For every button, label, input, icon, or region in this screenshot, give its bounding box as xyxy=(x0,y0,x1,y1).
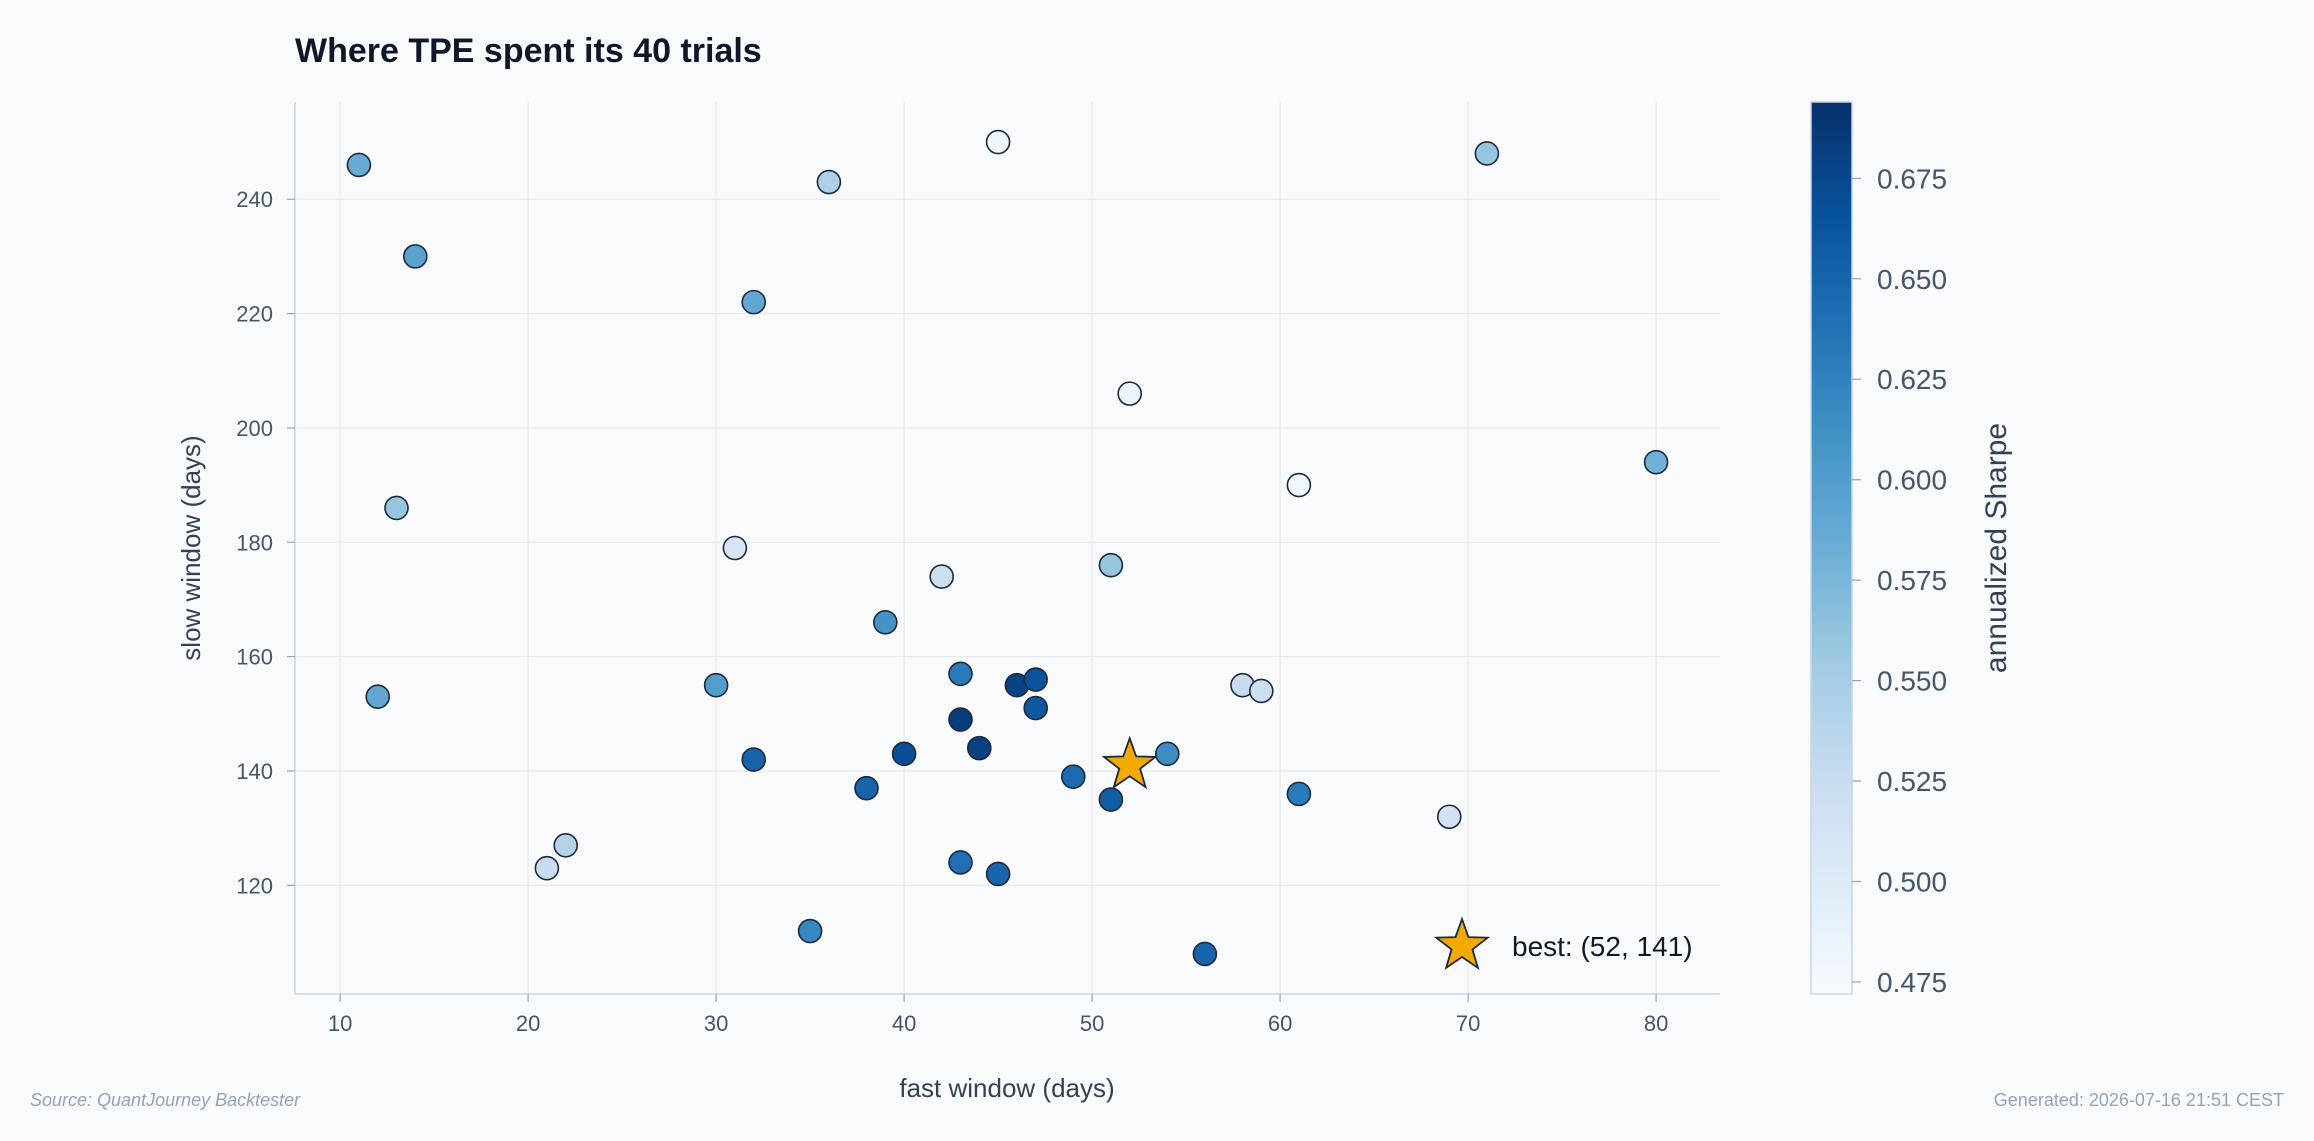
x-axis-label: fast window (days) xyxy=(899,1073,1114,1103)
data-point xyxy=(703,672,729,698)
chart-title: Where TPE spent its 40 trials xyxy=(295,32,762,70)
legend-star-icon xyxy=(1433,916,1491,971)
x-tick-label: 30 xyxy=(704,1011,728,1036)
data-point xyxy=(365,684,391,709)
colorbar-tick-label: 0.525 xyxy=(1877,766,1947,797)
data-point xyxy=(1098,787,1124,812)
y-tick-label: 160 xyxy=(236,645,273,670)
colorbar xyxy=(1810,101,1853,995)
best-star-marker xyxy=(1101,735,1158,790)
y-tick-label: 200 xyxy=(236,416,273,441)
data-point xyxy=(929,564,955,589)
x-tick-label: 50 xyxy=(1080,1011,1104,1036)
grid xyxy=(295,102,1720,994)
colorbar-ticks: 0.475 0.500 0.525 0.550 0.575 0.600 0.625 0.650… xyxy=(1852,163,1947,998)
data-point xyxy=(346,152,372,178)
data-point xyxy=(1023,695,1048,721)
colorbar-tick-label: 0.625 xyxy=(1877,364,1947,395)
y-axis-ticks: 120 140 160 180 200 220 240 xyxy=(236,187,295,898)
data-point xyxy=(1286,781,1312,807)
data-point xyxy=(1117,381,1142,406)
data-point xyxy=(1248,678,1274,704)
data-point xyxy=(1023,667,1048,692)
legend-star-shape xyxy=(1433,916,1491,971)
data-point xyxy=(1098,552,1124,578)
generated-timestamp: Generated: 2026-07-16 21:51 CEST xyxy=(1994,1090,2284,1110)
data-point xyxy=(1192,941,1218,967)
axes xyxy=(294,102,1720,995)
data-point xyxy=(741,747,767,772)
data-point xyxy=(1154,741,1180,767)
data-point xyxy=(1286,472,1312,498)
x-tick-label: 40 xyxy=(892,1011,916,1036)
colorbar-tick-label: 0.600 xyxy=(1877,465,1947,496)
y-tick-label: 120 xyxy=(236,873,273,898)
x-tick-label: 10 xyxy=(328,1011,352,1036)
data-point xyxy=(1436,804,1462,830)
colorbar-gradient xyxy=(1810,101,1853,995)
data-point xyxy=(403,244,428,269)
colorbar-label: annualized Sharpe xyxy=(1980,423,2013,673)
x-tick-label: 70 xyxy=(1456,1011,1480,1036)
colorbar-tick-label: 0.675 xyxy=(1877,163,1947,194)
data-point xyxy=(948,850,973,875)
x-tick-label: 80 xyxy=(1644,1011,1668,1036)
data-point xyxy=(948,661,973,687)
colorbar-tick-label: 0.575 xyxy=(1877,565,1947,596)
data-point xyxy=(722,535,748,561)
data-point xyxy=(985,129,1011,155)
data-point xyxy=(1060,764,1086,790)
source-note: Source: QuantJourney Backtester xyxy=(30,1090,301,1110)
x-tick-label: 60 xyxy=(1268,1011,1292,1036)
data-point xyxy=(797,918,823,944)
data-point xyxy=(1474,141,1500,166)
data-point xyxy=(816,169,842,195)
data-point xyxy=(967,735,992,761)
data-point xyxy=(1643,449,1669,475)
y-axis-label: slow window (days) xyxy=(176,435,206,660)
data-point xyxy=(985,861,1011,887)
data-point xyxy=(854,775,879,801)
legend-label: best: (52, 141) xyxy=(1512,931,1693,962)
data-point xyxy=(891,741,917,767)
data-point xyxy=(741,289,767,315)
colorbar-tick-label: 0.475 xyxy=(1877,967,1947,998)
colorbar-tick-label: 0.550 xyxy=(1877,666,1947,697)
x-tick-label: 20 xyxy=(516,1011,540,1036)
data-points xyxy=(346,129,1669,967)
legend: best: (52, 141) xyxy=(1433,916,1693,971)
data-point xyxy=(873,610,898,635)
x-axis-ticks: 10 20 30 40 50 60 70 80 xyxy=(328,994,1668,1036)
y-tick-label: 220 xyxy=(236,302,273,327)
data-point xyxy=(534,855,560,881)
y-tick-label: 240 xyxy=(236,187,273,212)
best-marker-group xyxy=(1101,735,1158,790)
y-tick-label: 180 xyxy=(236,530,273,555)
data-point xyxy=(384,495,409,521)
colorbar-tick-label: 0.500 xyxy=(1877,866,1947,897)
y-tick-label: 140 xyxy=(236,759,273,784)
colorbar-tick-label: 0.650 xyxy=(1877,264,1947,295)
data-point xyxy=(948,707,973,732)
data-point xyxy=(553,833,579,858)
